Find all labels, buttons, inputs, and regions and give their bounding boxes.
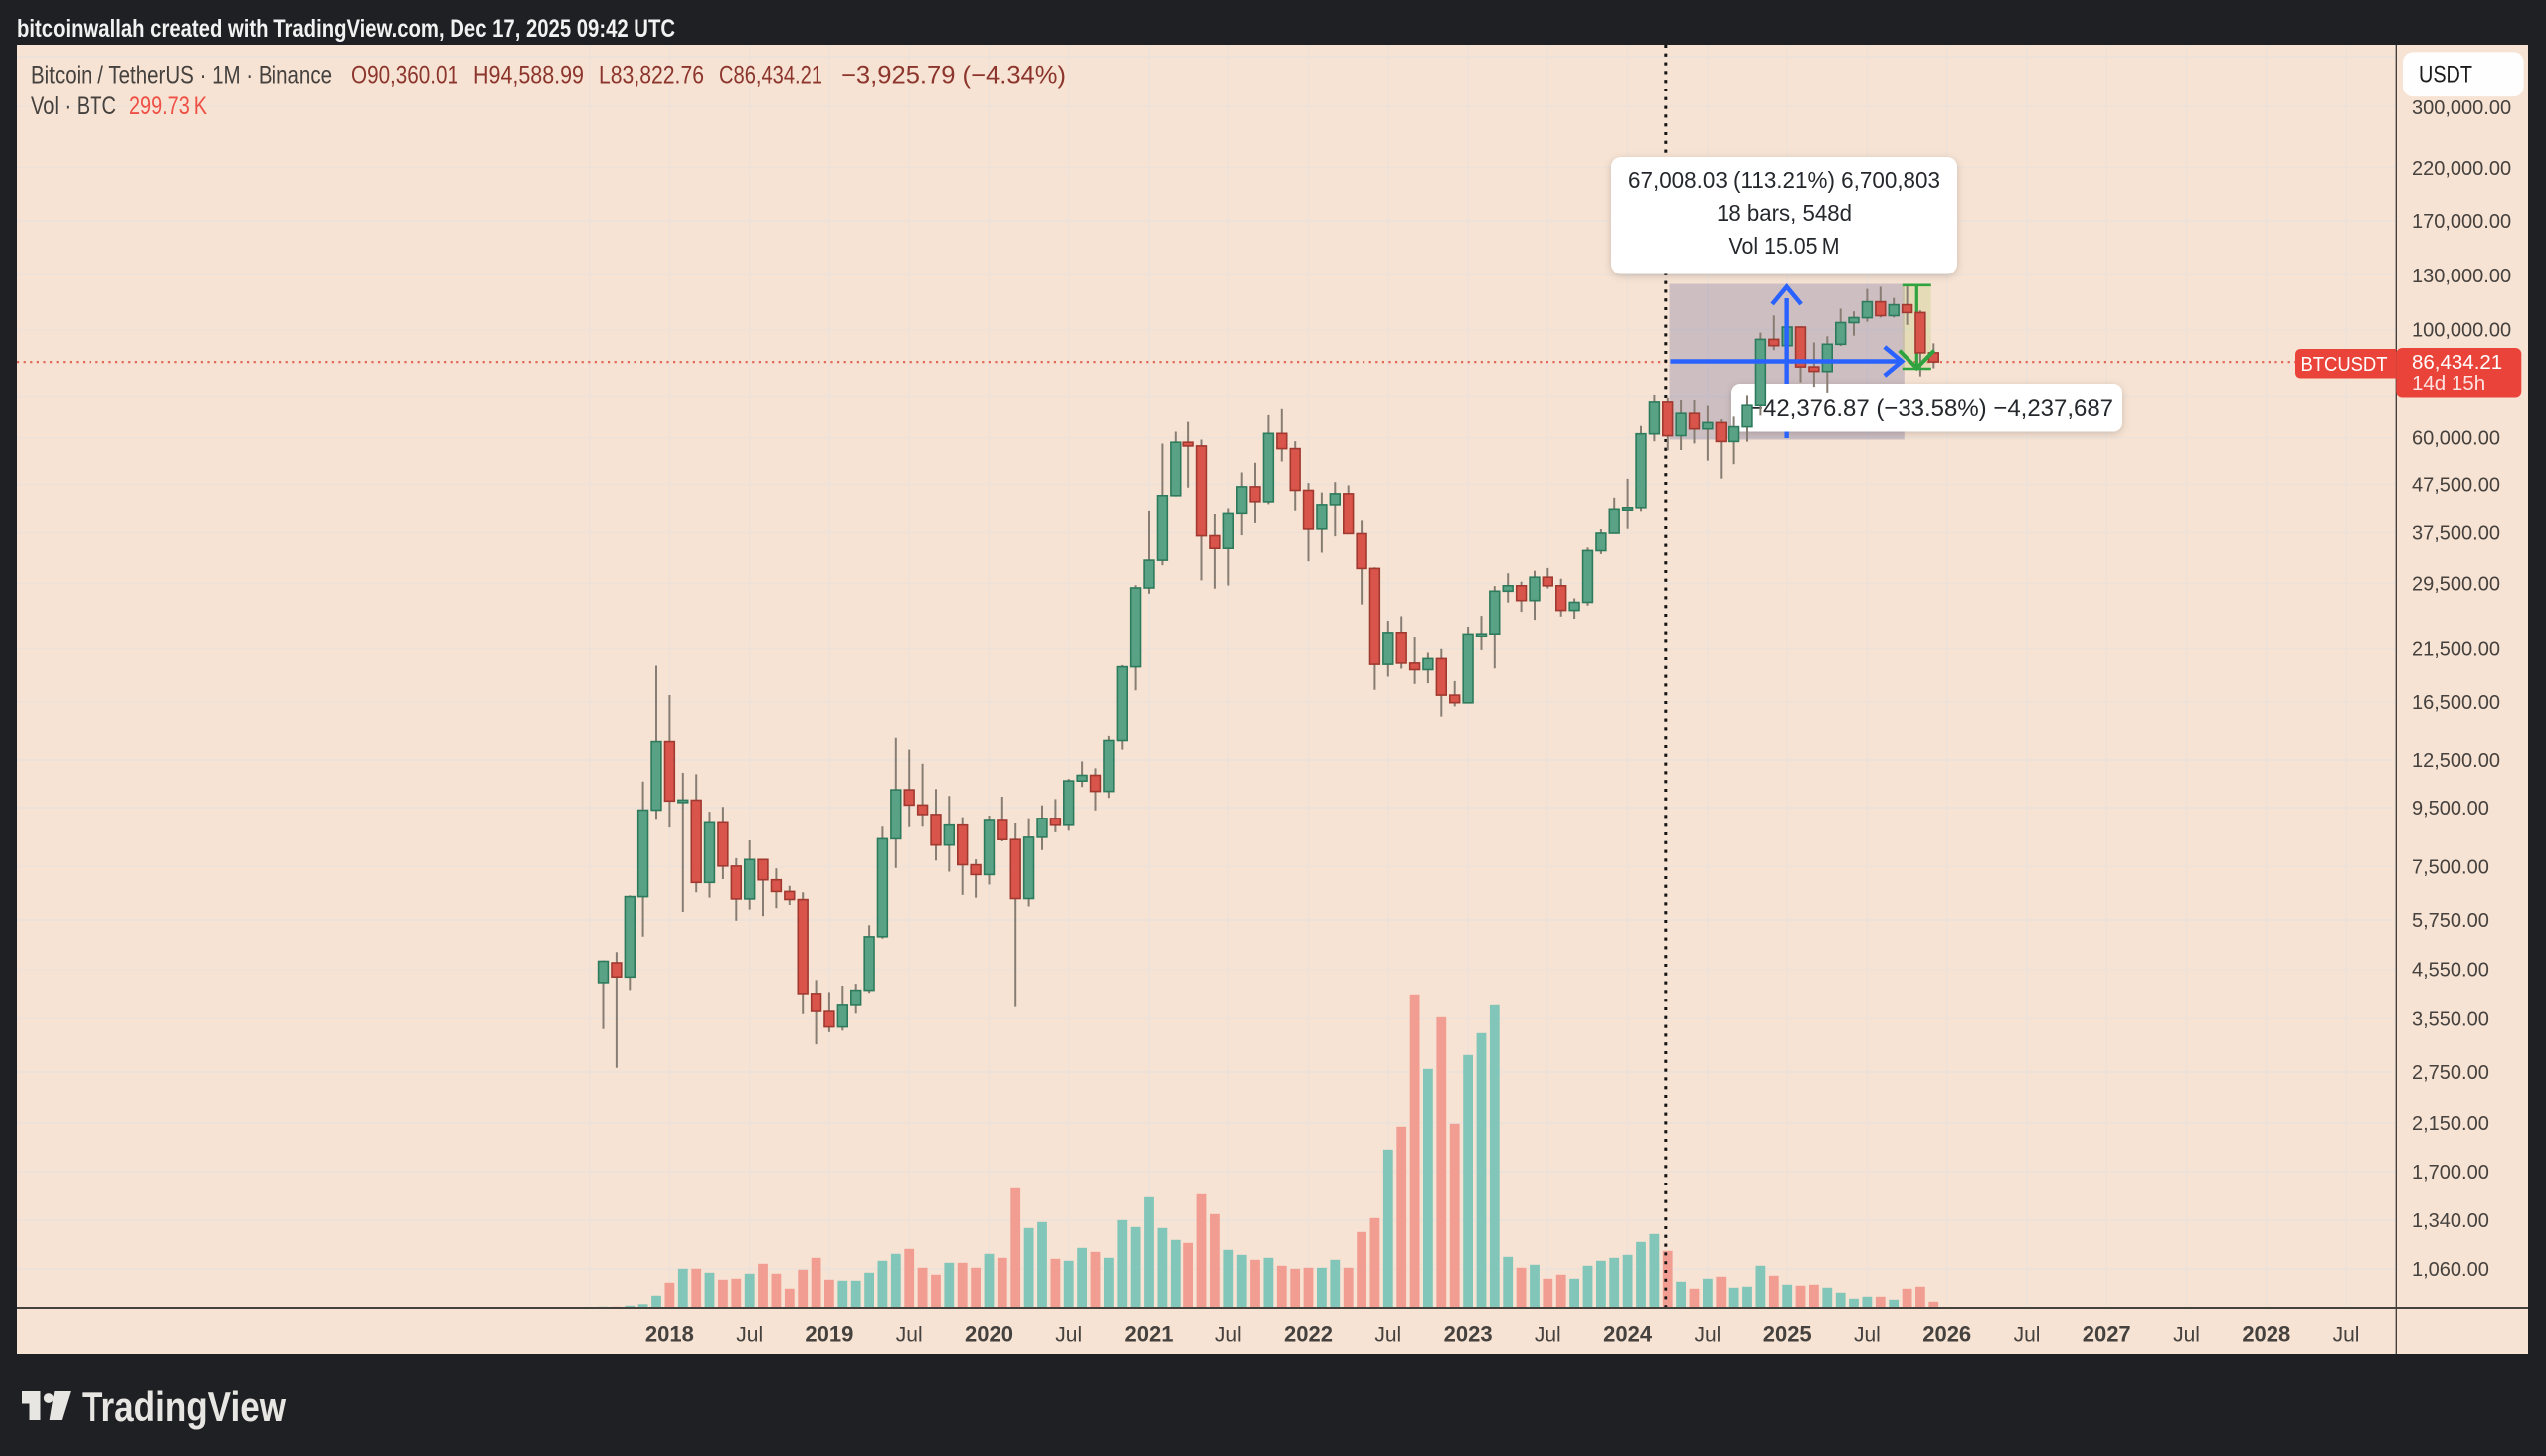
svg-text:Jul: Jul	[1694, 1324, 1721, 1347]
svg-text:2022: 2022	[1284, 1322, 1333, 1347]
svg-text:12,500.00: 12,500.00	[2412, 750, 2500, 772]
svg-text:5,750.00: 5,750.00	[2412, 910, 2489, 932]
svg-text:Jul: Jul	[1215, 1324, 1242, 1347]
svg-text:Jul: Jul	[1854, 1324, 1881, 1347]
svg-text:2021: 2021	[1125, 1322, 1174, 1347]
svg-text:170,000.00: 170,000.00	[2412, 211, 2511, 233]
svg-text:2028: 2028	[2242, 1322, 2290, 1347]
svg-text:BTCUSDT: BTCUSDT	[2301, 354, 2388, 376]
svg-text:2023: 2023	[1444, 1322, 1493, 1347]
svg-text:4,550.00: 4,550.00	[2412, 960, 2489, 982]
svg-text:9,500.00: 9,500.00	[2412, 798, 2489, 819]
svg-text:100,000.00: 100,000.00	[2412, 320, 2511, 342]
svg-text:Jul: Jul	[1055, 1324, 1082, 1347]
svg-text:47,500.00: 47,500.00	[2412, 475, 2500, 497]
svg-text:USDT: USDT	[2419, 62, 2472, 89]
svg-text:37,500.00: 37,500.00	[2412, 523, 2500, 545]
svg-text:2,750.00: 2,750.00	[2412, 1062, 2489, 1084]
svg-text:TradingView: TradingView	[82, 1383, 286, 1430]
svg-text:130,000.00: 130,000.00	[2412, 266, 2511, 287]
svg-text:29,500.00: 29,500.00	[2412, 574, 2500, 596]
svg-text:299.73 K: 299.73 K	[129, 92, 207, 120]
svg-text:Bitcoin / TetherUS · 1M · Bina: Bitcoin / TetherUS · 1M · Binance	[31, 62, 332, 90]
svg-text:L83,822.76: L83,822.76	[599, 62, 704, 90]
svg-text:21,500.00: 21,500.00	[2412, 639, 2500, 661]
svg-text:bitcoinwallah created with Tra: bitcoinwallah created with TradingView.c…	[17, 15, 675, 43]
svg-text:86,434.21: 86,434.21	[2412, 351, 2502, 374]
svg-text:2027: 2027	[2083, 1322, 2131, 1347]
svg-text:220,000.00: 220,000.00	[2412, 158, 2511, 180]
svg-text:2018: 2018	[645, 1322, 694, 1347]
svg-text:Jul: Jul	[1374, 1324, 1401, 1347]
svg-text:Vol 15.05 M: Vol 15.05 M	[1729, 233, 1840, 259]
svg-text:14d 15h: 14d 15h	[2412, 372, 2485, 395]
svg-text:1,060.00: 1,060.00	[2412, 1259, 2489, 1281]
svg-text:60,000.00: 60,000.00	[2412, 428, 2500, 450]
svg-text:Jul: Jul	[2173, 1324, 2200, 1347]
svg-text:Jul: Jul	[2333, 1324, 2360, 1347]
svg-text:67,008.03 (113.21%) 6,700,803: 67,008.03 (113.21%) 6,700,803	[1628, 167, 1940, 193]
svg-text:Jul: Jul	[896, 1324, 923, 1347]
svg-text:7,500.00: 7,500.00	[2412, 857, 2489, 879]
svg-text:16,500.00: 16,500.00	[2412, 692, 2500, 714]
svg-text:1,340.00: 1,340.00	[2412, 1210, 2489, 1232]
svg-text:Jul: Jul	[736, 1324, 763, 1347]
svg-text:2024: 2024	[1603, 1322, 1653, 1347]
svg-text:O90,360.01: O90,360.01	[351, 62, 458, 90]
svg-text:1,700.00: 1,700.00	[2412, 1162, 2489, 1183]
svg-text:Jul: Jul	[1535, 1324, 1561, 1347]
svg-text:H94,588.99: H94,588.99	[473, 62, 584, 90]
svg-text:C86,434.21: C86,434.21	[719, 62, 822, 90]
svg-text:2020: 2020	[965, 1322, 1013, 1347]
svg-text:300,000.00: 300,000.00	[2412, 97, 2511, 119]
svg-text:2,150.00: 2,150.00	[2412, 1113, 2489, 1135]
svg-text:3,550.00: 3,550.00	[2412, 1009, 2489, 1031]
svg-text:18 bars, 548d: 18 bars, 548d	[1717, 200, 1852, 226]
svg-text:2019: 2019	[805, 1322, 853, 1347]
svg-text:2026: 2026	[1922, 1322, 1971, 1347]
svg-text:−42,376.87 (−33.58%) −4,237,68: −42,376.87 (−33.58%) −4,237,687	[1749, 395, 2113, 422]
svg-text:2025: 2025	[1763, 1322, 1812, 1347]
svg-text:−3,925.79 (−4.34%): −3,925.79 (−4.34%)	[841, 62, 1066, 90]
svg-text:Jul: Jul	[2014, 1324, 2041, 1347]
svg-text:Vol · BTC: Vol · BTC	[31, 92, 116, 120]
